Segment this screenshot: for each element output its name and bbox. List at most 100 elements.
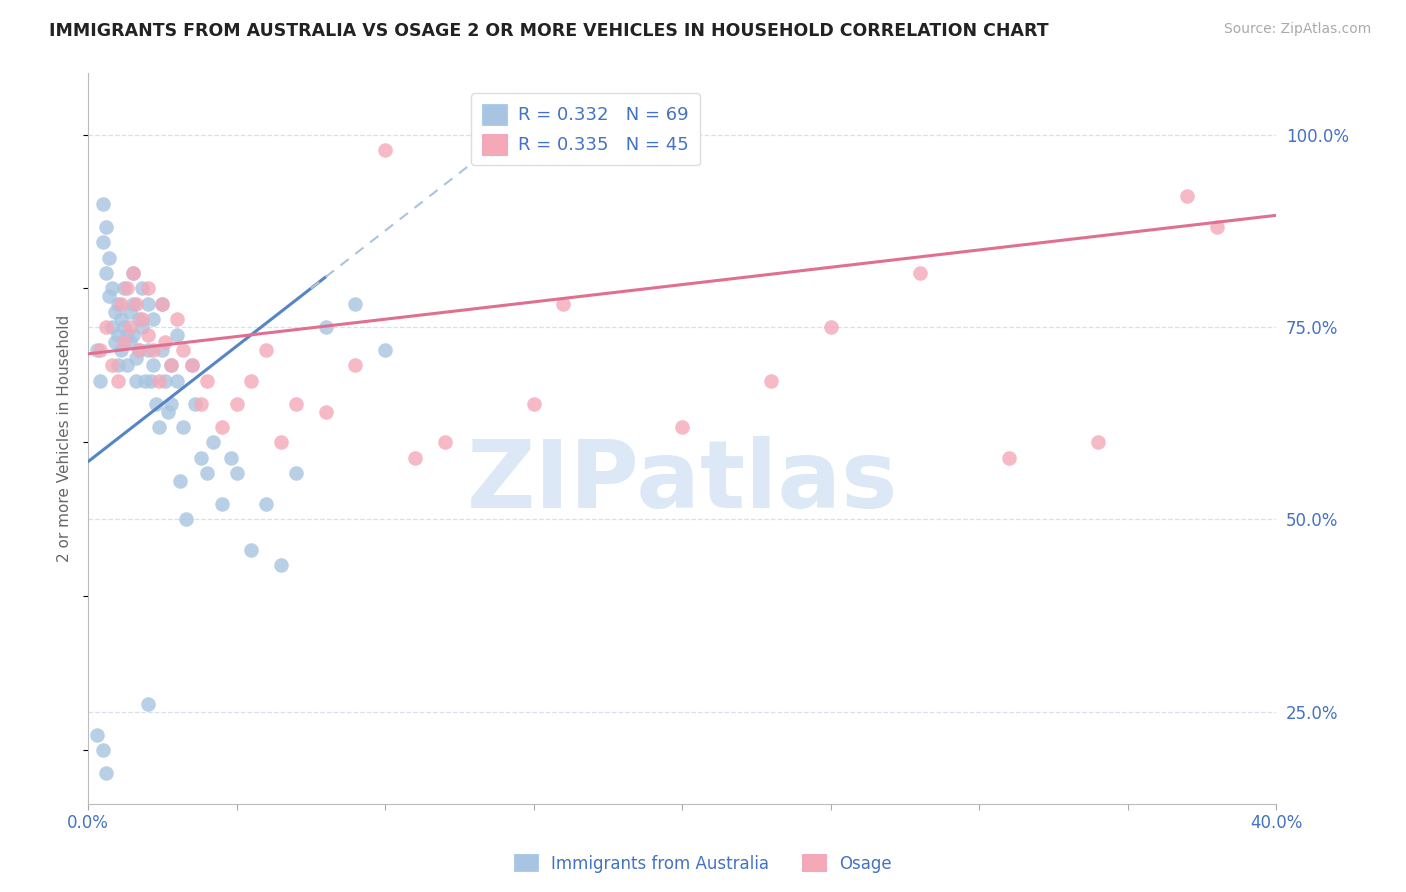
- Point: [169, 474, 191, 488]
- Point: [553, 297, 575, 311]
- Point: [181, 359, 204, 373]
- Point: [195, 466, 218, 480]
- Point: [166, 327, 188, 342]
- Point: [152, 297, 174, 311]
- Point: [671, 420, 693, 434]
- Point: [433, 435, 456, 450]
- Point: [148, 374, 170, 388]
- Point: [97, 251, 120, 265]
- Text: ZIPatlas: ZIPatlas: [467, 436, 898, 528]
- Point: [86, 343, 108, 357]
- Point: [254, 497, 277, 511]
- Point: [107, 327, 129, 342]
- Point: [152, 343, 174, 357]
- Point: [155, 374, 177, 388]
- Point: [118, 335, 141, 350]
- Point: [136, 327, 159, 342]
- Text: IMMIGRANTS FROM AUSTRALIA VS OSAGE 2 OR MORE VEHICLES IN HOUSEHOLD CORRELATION C: IMMIGRANTS FROM AUSTRALIA VS OSAGE 2 OR …: [49, 22, 1049, 40]
- Point: [121, 266, 143, 280]
- Point: [225, 397, 247, 411]
- Point: [128, 312, 150, 326]
- Point: [94, 219, 117, 234]
- Point: [155, 335, 177, 350]
- Point: [131, 281, 153, 295]
- Point: [134, 374, 156, 388]
- Point: [131, 312, 153, 326]
- Point: [174, 512, 197, 526]
- Point: [190, 450, 212, 465]
- Point: [131, 319, 153, 334]
- Point: [139, 374, 162, 388]
- Point: [142, 359, 165, 373]
- Point: [211, 497, 233, 511]
- Point: [1087, 435, 1109, 450]
- Point: [107, 297, 129, 311]
- Point: [101, 319, 124, 334]
- Point: [523, 397, 546, 411]
- Point: [172, 420, 194, 434]
- Point: [195, 374, 218, 388]
- Legend: Immigrants from Australia, Osage: Immigrants from Australia, Osage: [508, 847, 898, 880]
- Point: [91, 196, 114, 211]
- Point: [124, 351, 146, 365]
- Point: [94, 766, 117, 780]
- Point: [86, 728, 108, 742]
- Point: [908, 266, 931, 280]
- Point: [128, 343, 150, 357]
- Legend: R = 0.332   N = 69, R = 0.335   N = 45: R = 0.332 N = 69, R = 0.335 N = 45: [471, 93, 700, 165]
- Point: [115, 359, 138, 373]
- Point: [91, 743, 114, 757]
- Point: [148, 420, 170, 434]
- Point: [404, 450, 426, 465]
- Point: [374, 343, 396, 357]
- Point: [998, 450, 1021, 465]
- Point: [101, 281, 124, 295]
- Point: [112, 335, 135, 350]
- Point: [166, 374, 188, 388]
- Point: [145, 397, 167, 411]
- Y-axis label: 2 or more Vehicles in Household: 2 or more Vehicles in Household: [58, 315, 72, 562]
- Point: [219, 450, 242, 465]
- Point: [315, 319, 337, 334]
- Point: [94, 266, 117, 280]
- Point: [166, 312, 188, 326]
- Point: [110, 312, 132, 326]
- Point: [270, 435, 292, 450]
- Point: [110, 343, 132, 357]
- Point: [121, 266, 143, 280]
- Point: [128, 343, 150, 357]
- Point: [142, 343, 165, 357]
- Point: [89, 374, 111, 388]
- Point: [118, 304, 141, 318]
- Point: [201, 435, 224, 450]
- Point: [136, 297, 159, 311]
- Point: [157, 404, 180, 418]
- Point: [190, 397, 212, 411]
- Point: [121, 327, 143, 342]
- Point: [820, 319, 842, 334]
- Point: [136, 343, 159, 357]
- Point: [285, 466, 308, 480]
- Text: Source: ZipAtlas.com: Source: ZipAtlas.com: [1223, 22, 1371, 37]
- Point: [160, 397, 183, 411]
- Point: [121, 297, 143, 311]
- Point: [136, 281, 159, 295]
- Point: [1205, 219, 1227, 234]
- Point: [124, 297, 146, 311]
- Point: [107, 359, 129, 373]
- Point: [94, 319, 117, 334]
- Point: [160, 359, 183, 373]
- Point: [344, 297, 367, 311]
- Point: [115, 327, 138, 342]
- Point: [110, 297, 132, 311]
- Point: [112, 319, 135, 334]
- Point: [104, 335, 127, 350]
- Point: [254, 343, 277, 357]
- Point: [152, 297, 174, 311]
- Point: [225, 466, 247, 480]
- Point: [112, 281, 135, 295]
- Point: [142, 312, 165, 326]
- Point: [107, 374, 129, 388]
- Point: [118, 319, 141, 334]
- Point: [181, 359, 204, 373]
